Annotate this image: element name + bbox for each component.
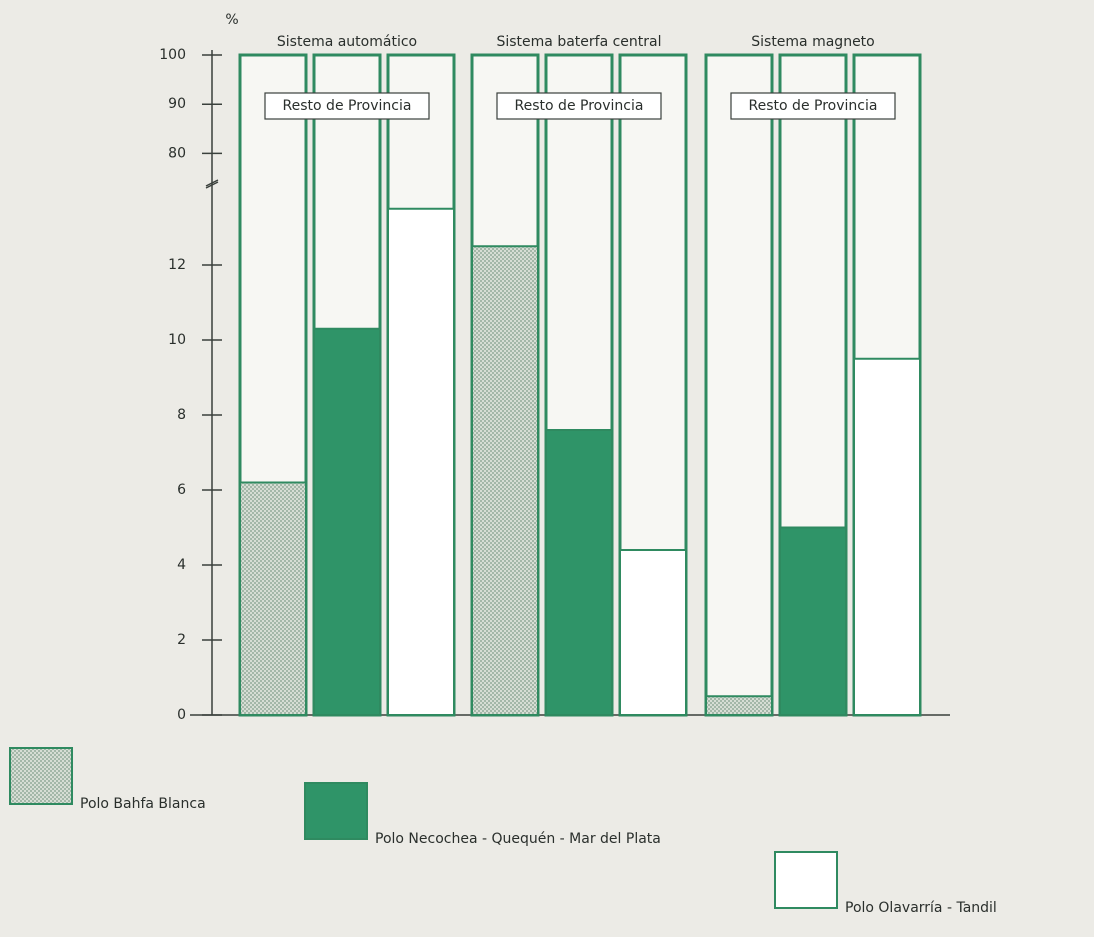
y-tick-label: 100 xyxy=(159,47,186,63)
note-box xyxy=(264,92,430,120)
y-tick-label: 80 xyxy=(168,145,186,161)
bar xyxy=(387,207,455,716)
note-box xyxy=(730,92,896,120)
y-tick-label: 6 xyxy=(177,482,186,498)
bar xyxy=(705,695,773,716)
bar xyxy=(471,245,539,716)
y-tick-label: 4 xyxy=(177,557,186,573)
note-box xyxy=(496,92,662,120)
category-label: Sistema automático xyxy=(277,34,417,50)
legend-label: Polo Necochea - Quequén - Mar del Plata xyxy=(375,831,661,847)
column-frame xyxy=(704,53,774,717)
category-label: Sistema baterfa central xyxy=(496,34,661,50)
bar xyxy=(545,429,613,716)
y-tick-label: 8 xyxy=(177,407,186,423)
bar xyxy=(779,526,847,716)
legend-swatch xyxy=(774,851,838,909)
legend-label: Polo Olavarría - Tandil xyxy=(845,900,997,916)
bar xyxy=(239,481,307,716)
y-tick-label: 0 xyxy=(177,707,186,723)
legend-swatch xyxy=(304,782,368,840)
category-label: Sistema magneto xyxy=(751,34,874,50)
y-axis-label: % xyxy=(225,12,238,28)
legend-swatch xyxy=(9,747,73,805)
bar xyxy=(619,549,687,716)
y-tick-label: 10 xyxy=(168,332,186,348)
note: Resto de Provincia xyxy=(283,98,412,114)
y-tick-label: 90 xyxy=(168,96,186,112)
bar xyxy=(313,327,381,716)
note: Resto de Provincia xyxy=(749,98,878,114)
note: Resto de Provincia xyxy=(515,98,644,114)
bar xyxy=(853,357,921,716)
axis-break xyxy=(205,179,219,189)
y-tick-label: 12 xyxy=(168,257,186,273)
legend-label: Polo Bahfa Blanca xyxy=(80,796,206,812)
y-tick-label: 2 xyxy=(177,632,186,648)
